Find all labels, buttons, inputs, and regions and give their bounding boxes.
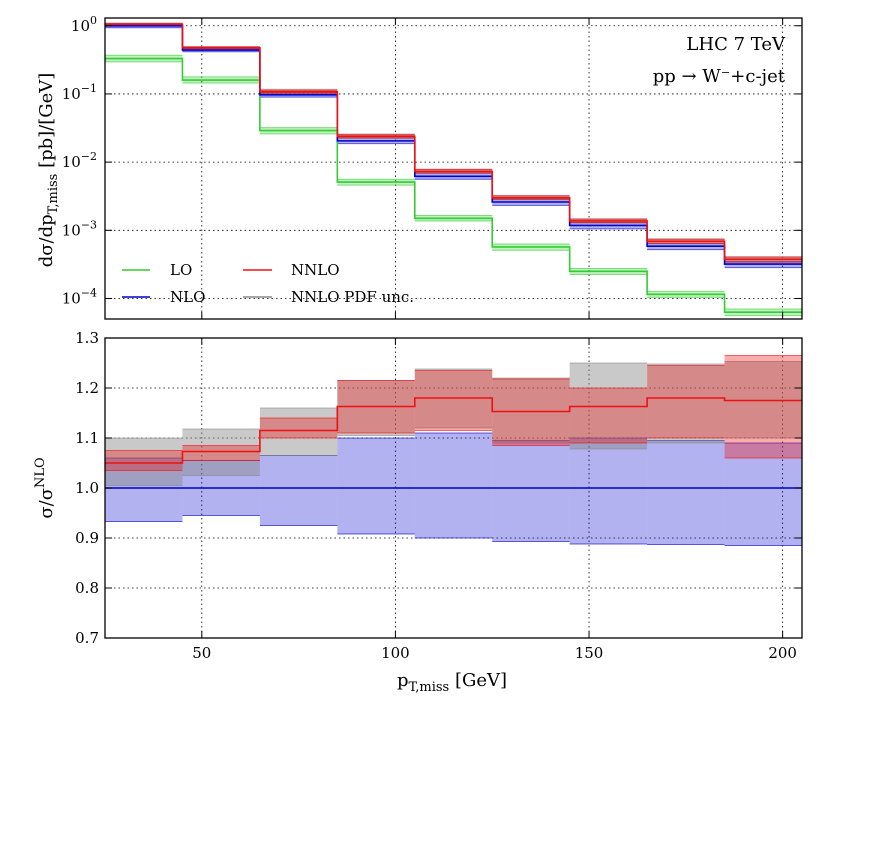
top-line-lo <box>105 57 802 313</box>
bottom-ytick-label-1.0: 1.0 <box>75 479 99 497</box>
bottom-band-nlo-bin-0 <box>105 458 183 522</box>
bottom-band-nnlo-bin-0 <box>105 450 183 471</box>
top-ytick-label-−1: 10−1 <box>62 82 97 103</box>
bottom-band-nlo-bin-2 <box>259 455 338 526</box>
bottom-band-nnlo-bin-2 <box>259 418 338 438</box>
bottom-ytick-label-0.8: 0.8 <box>75 579 99 597</box>
x-axis-label: pT,miss [GeV] <box>397 670 507 695</box>
xtick-label-100: 100 <box>381 644 410 662</box>
bottom-line-nnlo <box>105 397 802 464</box>
bottom-ytick-label-1.3: 1.3 <box>75 329 99 347</box>
bottom-ytick-label-1.1: 1.1 <box>75 429 99 447</box>
bottom-band-nnlo-bin-1 <box>182 445 260 461</box>
bottom-band-nlo-bin-6 <box>569 438 648 544</box>
top-line-nnlo <box>105 23 802 261</box>
bottom-ytick-label-0.9: 0.9 <box>75 529 99 547</box>
bottom-ytick-label-0.7: 0.7 <box>75 629 99 647</box>
xtick-label-150: 150 <box>575 644 604 662</box>
bottom-band-nnlo-pdf-unc-bin-0 <box>105 438 183 486</box>
top-ytick-label-0: 100 <box>71 14 97 35</box>
bottom-band-nnlo-pdf-unc-bin-3 <box>337 380 415 436</box>
bottom-band-nlo-bin-4 <box>414 433 493 538</box>
bottom-band-nnlo-pdf-unc-bin-5 <box>492 378 570 443</box>
bottom-ylabel: σ/σNLO <box>33 457 57 518</box>
top-panel: 100 10−1 10−2 10−3 10−4 <box>62 14 803 320</box>
bottom-ytick-label-1.2: 1.2 <box>75 379 99 397</box>
xtick-label-50: 50 <box>192 644 211 662</box>
annotation-energy: LHC 7 TeV <box>686 34 786 55</box>
top-ytick-label-−3: 10−3 <box>62 218 97 239</box>
top-frame <box>104 17 803 320</box>
top-ytick-label-−4: 10−4 <box>62 286 97 307</box>
bottom-band-nnlo-pdf-unc-bin-2 <box>259 408 338 456</box>
legend-label-lo: LO <box>170 261 192 279</box>
top-ylabel: dσ/dpT,miss [pb]/[GeV] <box>36 73 61 268</box>
legend-label-nlo: NLO <box>170 288 205 306</box>
top-line-nlo <box>105 24 802 265</box>
legend-label-nnlo: NNLO <box>291 261 340 279</box>
bottom-band-nnlo-bin-7 <box>647 365 725 438</box>
bottom-band-nlo-bin-5 <box>492 440 570 542</box>
bottom-band-nnlo-bin-6 <box>569 388 648 443</box>
bottom-band-nnlo-bin-4 <box>414 370 493 431</box>
bottom-band-nnlo-pdf-unc-bin-7 <box>647 364 725 443</box>
top-ytick-label-−2: 10−2 <box>62 150 97 171</box>
bottom-band-nlo-bin-8 <box>724 443 802 546</box>
annotation-process: pp → W⁻+c-jet <box>653 66 786 87</box>
bottom-panel: 50 100 150 200 0.7 0.8 0.9 1.0 1.1 1.2 1.3 <box>75 329 803 662</box>
bottom-band-nlo-bin-7 <box>647 440 725 545</box>
bottom-band-nnlo-bin-8 <box>724 355 802 458</box>
legend: LO NNLO NLO NNLO PDF unc. <box>122 261 414 306</box>
xtick-label-200: 200 <box>768 644 797 662</box>
bottom-band-nlo-bin-3 <box>337 438 415 534</box>
legend-label-pdf: NNLO PDF unc. <box>291 288 414 306</box>
